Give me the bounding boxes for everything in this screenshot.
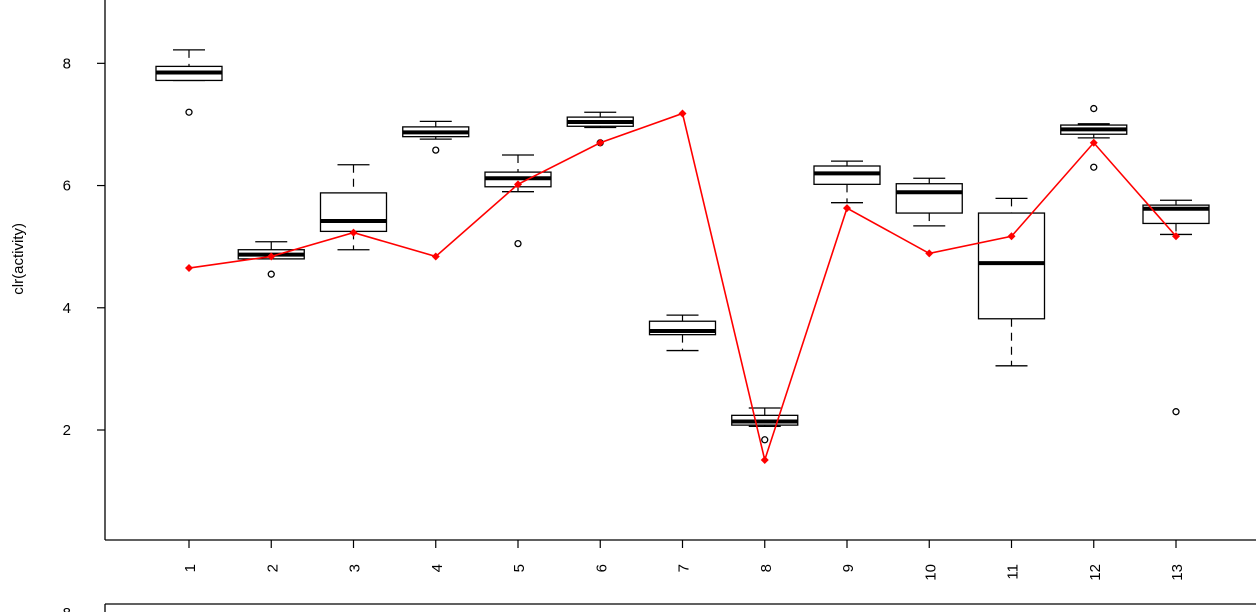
x-tick-label: 8: [758, 564, 775, 572]
series-point: [349, 228, 358, 237]
boxplot-4: [402, 120, 470, 154]
series-point: [185, 264, 193, 273]
boxplot-13: [1142, 199, 1210, 416]
boxplot-1: [155, 49, 223, 116]
y-axis: 2 4 6 8: [63, 55, 105, 439]
series-point: [760, 455, 769, 464]
outlier-point: [267, 270, 275, 278]
boxplot-12: [1060, 104, 1128, 171]
y-tick-label: 8: [63, 55, 71, 72]
x-tick-label: 6: [593, 564, 610, 572]
series-point: [1007, 232, 1016, 241]
x-tick-label: 12: [1087, 564, 1104, 581]
series-point: [267, 252, 276, 261]
outlier-point: [761, 436, 769, 444]
plot-frame: [104, 0, 1256, 541]
y-axis-label: clr(activity): [10, 223, 27, 295]
next-panel-y-tick-label: 8: [63, 605, 71, 612]
outlier-point: [432, 146, 440, 154]
y-tick-label: 2: [63, 422, 71, 439]
boxplot-5: [484, 154, 552, 248]
series-point: [1172, 232, 1180, 241]
outlier-point: [1172, 408, 1180, 416]
outlier-point: [514, 239, 522, 248]
x-tick-label: 13: [1169, 564, 1186, 581]
y-tick-label: 6: [63, 178, 71, 195]
outlier-point: [1090, 163, 1098, 171]
series-point: [843, 204, 851, 213]
outlier-point: [1090, 104, 1098, 113]
boxplot-3: [319, 164, 388, 251]
boxplot-9: [813, 160, 881, 204]
box: [895, 183, 963, 214]
series-point: [925, 249, 934, 258]
series-point: [514, 180, 522, 189]
x-tick-label: 2: [264, 564, 281, 572]
outlier-point: [185, 108, 193, 116]
x-tick-label: 10: [922, 564, 939, 581]
x-tick-label: 5: [511, 564, 528, 572]
box: [319, 192, 388, 233]
x-tick-label: 9: [840, 564, 857, 572]
series-point: [596, 138, 605, 147]
x-tick-label: 4: [429, 564, 446, 572]
x-tick-label: 7: [676, 564, 693, 572]
boxplot-10: [895, 177, 963, 227]
series-point: [678, 109, 687, 118]
x-tick-label: 1: [182, 564, 199, 572]
x-tick-label: 11: [1005, 564, 1022, 580]
series-point: [431, 252, 440, 261]
boxplot-8: [731, 407, 799, 444]
boxplot-6: [566, 111, 634, 147]
box: [977, 212, 1046, 320]
boxplot-11: [977, 197, 1046, 367]
next-panel: 8: [63, 603, 1256, 612]
y-tick-label: 4: [63, 300, 71, 317]
series-point: [1089, 138, 1098, 147]
boxplots: [155, 49, 1210, 444]
x-tick-label: 3: [347, 564, 364, 572]
x-axis: 1 2 3 4 5 6 7 8 9 10 11 12 13: [182, 540, 1186, 581]
series: [185, 109, 1180, 464]
boxplot-7: [648, 314, 717, 352]
